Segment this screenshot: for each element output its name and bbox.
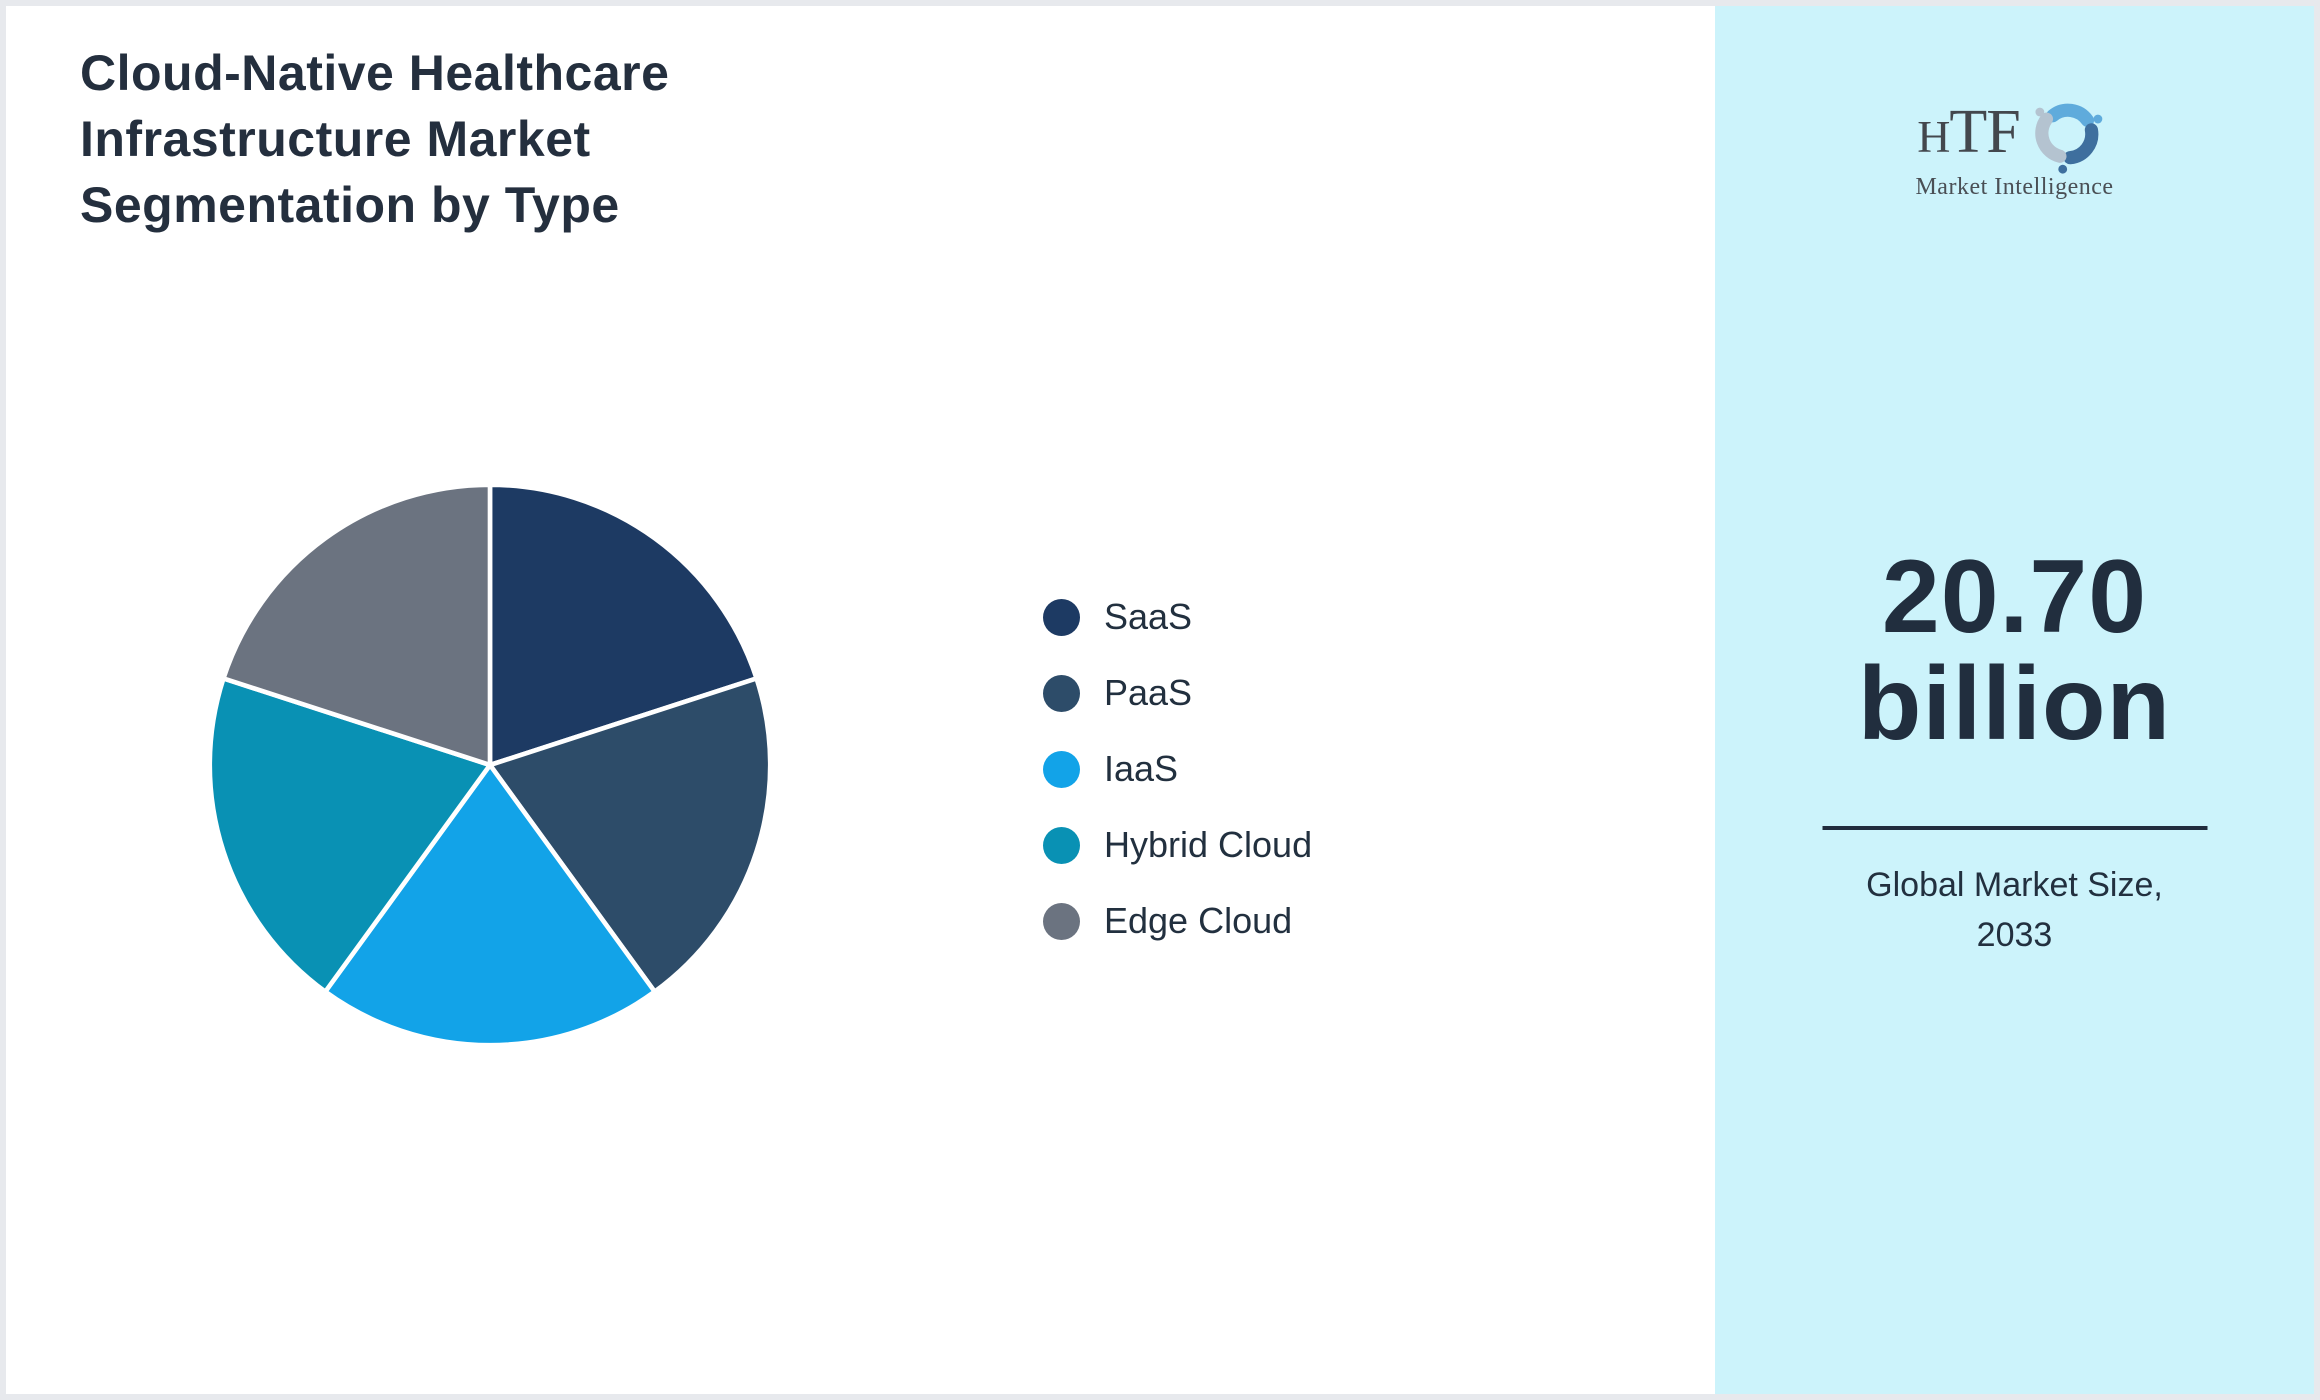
legend-label-paas: PaaS <box>1104 672 1193 713</box>
market-size-value: 20.70 <box>1881 539 2148 655</box>
legend-item-saas: SaaS <box>1043 596 1312 637</box>
legend-label-edge-cloud: Edge Cloud <box>1104 900 1293 941</box>
legend-item-paas: PaaS <box>1043 672 1312 713</box>
market-size-panel: HTF Market Intelligence 20.70 billion Gl… <box>1715 6 2314 1394</box>
legend-swatch-paas <box>1043 674 1080 712</box>
pie-slice-hybrid-cloud <box>207 676 493 994</box>
market-size-unit: billion <box>1857 646 2172 762</box>
legend-item-iaas: IaaS <box>1043 748 1312 789</box>
pie-slice-iaas <box>322 762 658 1048</box>
legend: SaaS PaaS IaaS Hybrid Cloud Edge Cloud <box>1043 596 1313 941</box>
legend-item-edge-cloud: Edge Cloud <box>1043 900 1312 941</box>
htf-logo-tagline: Market Intelligence <box>1915 174 2114 200</box>
pie-slice-paas <box>487 676 773 994</box>
legend-swatch-iaas <box>1043 750 1080 788</box>
htf-logo-wordmark: HTF <box>1917 97 2020 166</box>
legend-label-saas: SaaS <box>1104 596 1193 637</box>
htf-logo: HTF Market Intelligence <box>1715 90 2314 201</box>
htf-logo-row: HTF <box>1917 90 2112 178</box>
legend-item-hybrid-cloud: Hybrid Cloud <box>1043 824 1313 865</box>
dolphin-swirl-icon <box>2034 103 2103 174</box>
market-size-caption: Global Market Size, 2033 <box>1866 866 2163 954</box>
legend-swatch-hybrid-cloud <box>1043 826 1080 864</box>
legend-swatch-saas <box>1043 598 1080 636</box>
legend-label-iaas: IaaS <box>1104 748 1179 789</box>
legend-label-hybrid-cloud: Hybrid Cloud <box>1104 824 1313 865</box>
pie-slice-saas <box>487 482 759 768</box>
pie-slice-edge-cloud <box>221 482 493 768</box>
market-size-figure: 20.70 billion <box>1715 544 2314 758</box>
legend-swatch-edge-cloud <box>1043 902 1080 940</box>
page-title: Cloud-Native Healthcare Infrastructure M… <box>80 45 670 233</box>
pie-chart <box>207 482 773 1048</box>
panel-divider <box>1822 826 2207 830</box>
